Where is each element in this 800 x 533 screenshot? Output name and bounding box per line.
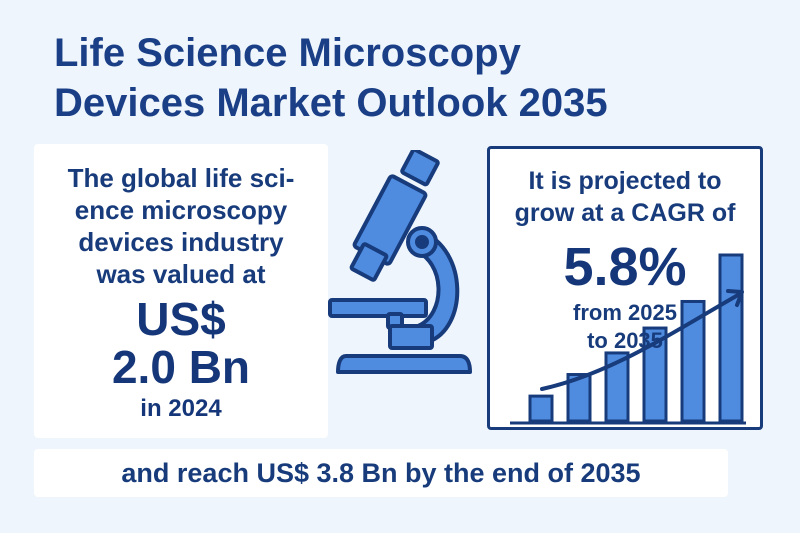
growth-arrow-line	[540, 293, 740, 391]
growth-bar-2	[566, 373, 592, 423]
growth-bar-5	[680, 299, 706, 423]
microscope-icon	[328, 150, 472, 374]
projection-line-1: It is projected to	[528, 167, 722, 195]
market-value-description: The global life sci- ence microscopy dev…	[34, 162, 328, 290]
description-line-4: was valued at	[96, 259, 266, 289]
title-line-1: Life Science Microscopy	[54, 31, 521, 75]
market-value-card: The global life sci- ence microscopy dev…	[34, 144, 328, 438]
growth-bar-3	[604, 351, 630, 423]
description-line-2: ence microscopy	[74, 195, 288, 225]
description-line-3: devices industry	[78, 227, 284, 257]
projection-period: from 2025 to 2035	[490, 299, 760, 355]
cagr-value: 5.8%	[563, 237, 687, 297]
market-value-amount: 2.0 Bn	[111, 341, 251, 393]
projection-line-2: grow at a CAGR of	[514, 199, 736, 227]
forecast-banner: and reach US$ 3.8 Bn by the end of 2035	[34, 449, 728, 497]
description-line-1: The global life sci-	[67, 163, 295, 193]
growth-bar-1	[528, 394, 554, 423]
projection-card: It is projected to grow at a CAGR of 5.8…	[487, 146, 763, 430]
growth-arrow-head	[726, 289, 744, 307]
growth-chart-icon	[510, 253, 746, 425]
growth-bar-4	[642, 326, 668, 423]
currency-label: US$	[136, 293, 226, 345]
projection-text: It is projected to grow at a CAGR of	[490, 165, 760, 229]
market-value-year: in 2024	[140, 395, 222, 422]
page-title: Life Science Microscopy Devices Market O…	[54, 28, 774, 128]
title-line-2: Devices Market Outlook 2035	[54, 81, 608, 125]
period-line-1: from 2025	[573, 300, 677, 325]
period-line-2: to 2035	[587, 328, 663, 353]
